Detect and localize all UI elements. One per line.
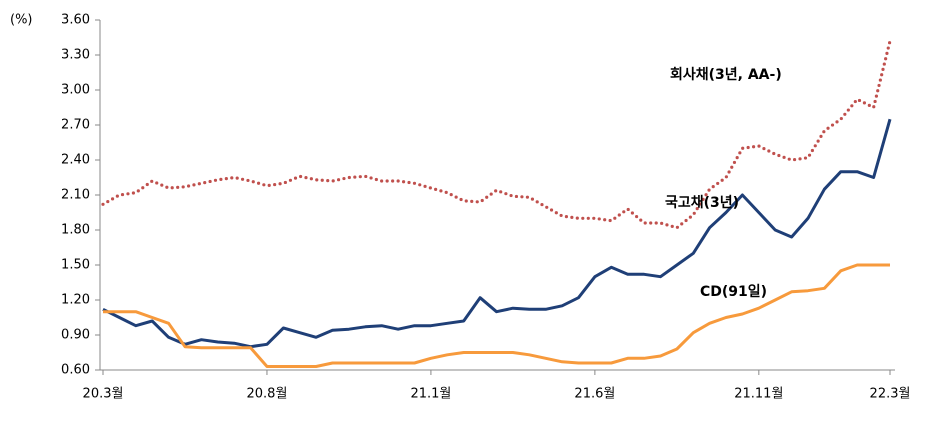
y-tick-label: 3.30: [61, 48, 90, 63]
y-tick-label: 1.20: [61, 293, 90, 308]
series-label: CD(91일): [700, 284, 767, 300]
x-tick-label: 21.11월: [734, 387, 783, 402]
series-label: 회사채(3년, AA-): [670, 67, 782, 83]
series-label: 국고채(3년): [665, 195, 739, 211]
x-tick-label: 20.8월: [247, 387, 288, 402]
y-tick-label: 2.70: [61, 118, 90, 133]
y-tick-label: 0.60: [61, 363, 90, 378]
series-line: [103, 263, 890, 368]
x-tick-label: 21.6월: [574, 387, 615, 402]
y-tick-label: 0.90: [61, 328, 90, 343]
y-axis-unit: (%): [10, 13, 33, 28]
x-tick-label: 22.3월: [870, 387, 911, 402]
y-tick-label: 3.60: [61, 13, 90, 28]
series-line: [102, 118, 892, 349]
series-line: [101, 39, 892, 230]
y-tick-label: 1.80: [61, 223, 90, 238]
y-tick-label: 2.10: [61, 188, 90, 203]
y-tick-label: 1.50: [61, 258, 90, 273]
x-tick-label: 21.1월: [410, 387, 451, 402]
y-tick-label: 2.40: [61, 153, 90, 168]
y-tick-label: 3.00: [61, 83, 90, 98]
x-tick-label: 20.3월: [83, 387, 124, 402]
